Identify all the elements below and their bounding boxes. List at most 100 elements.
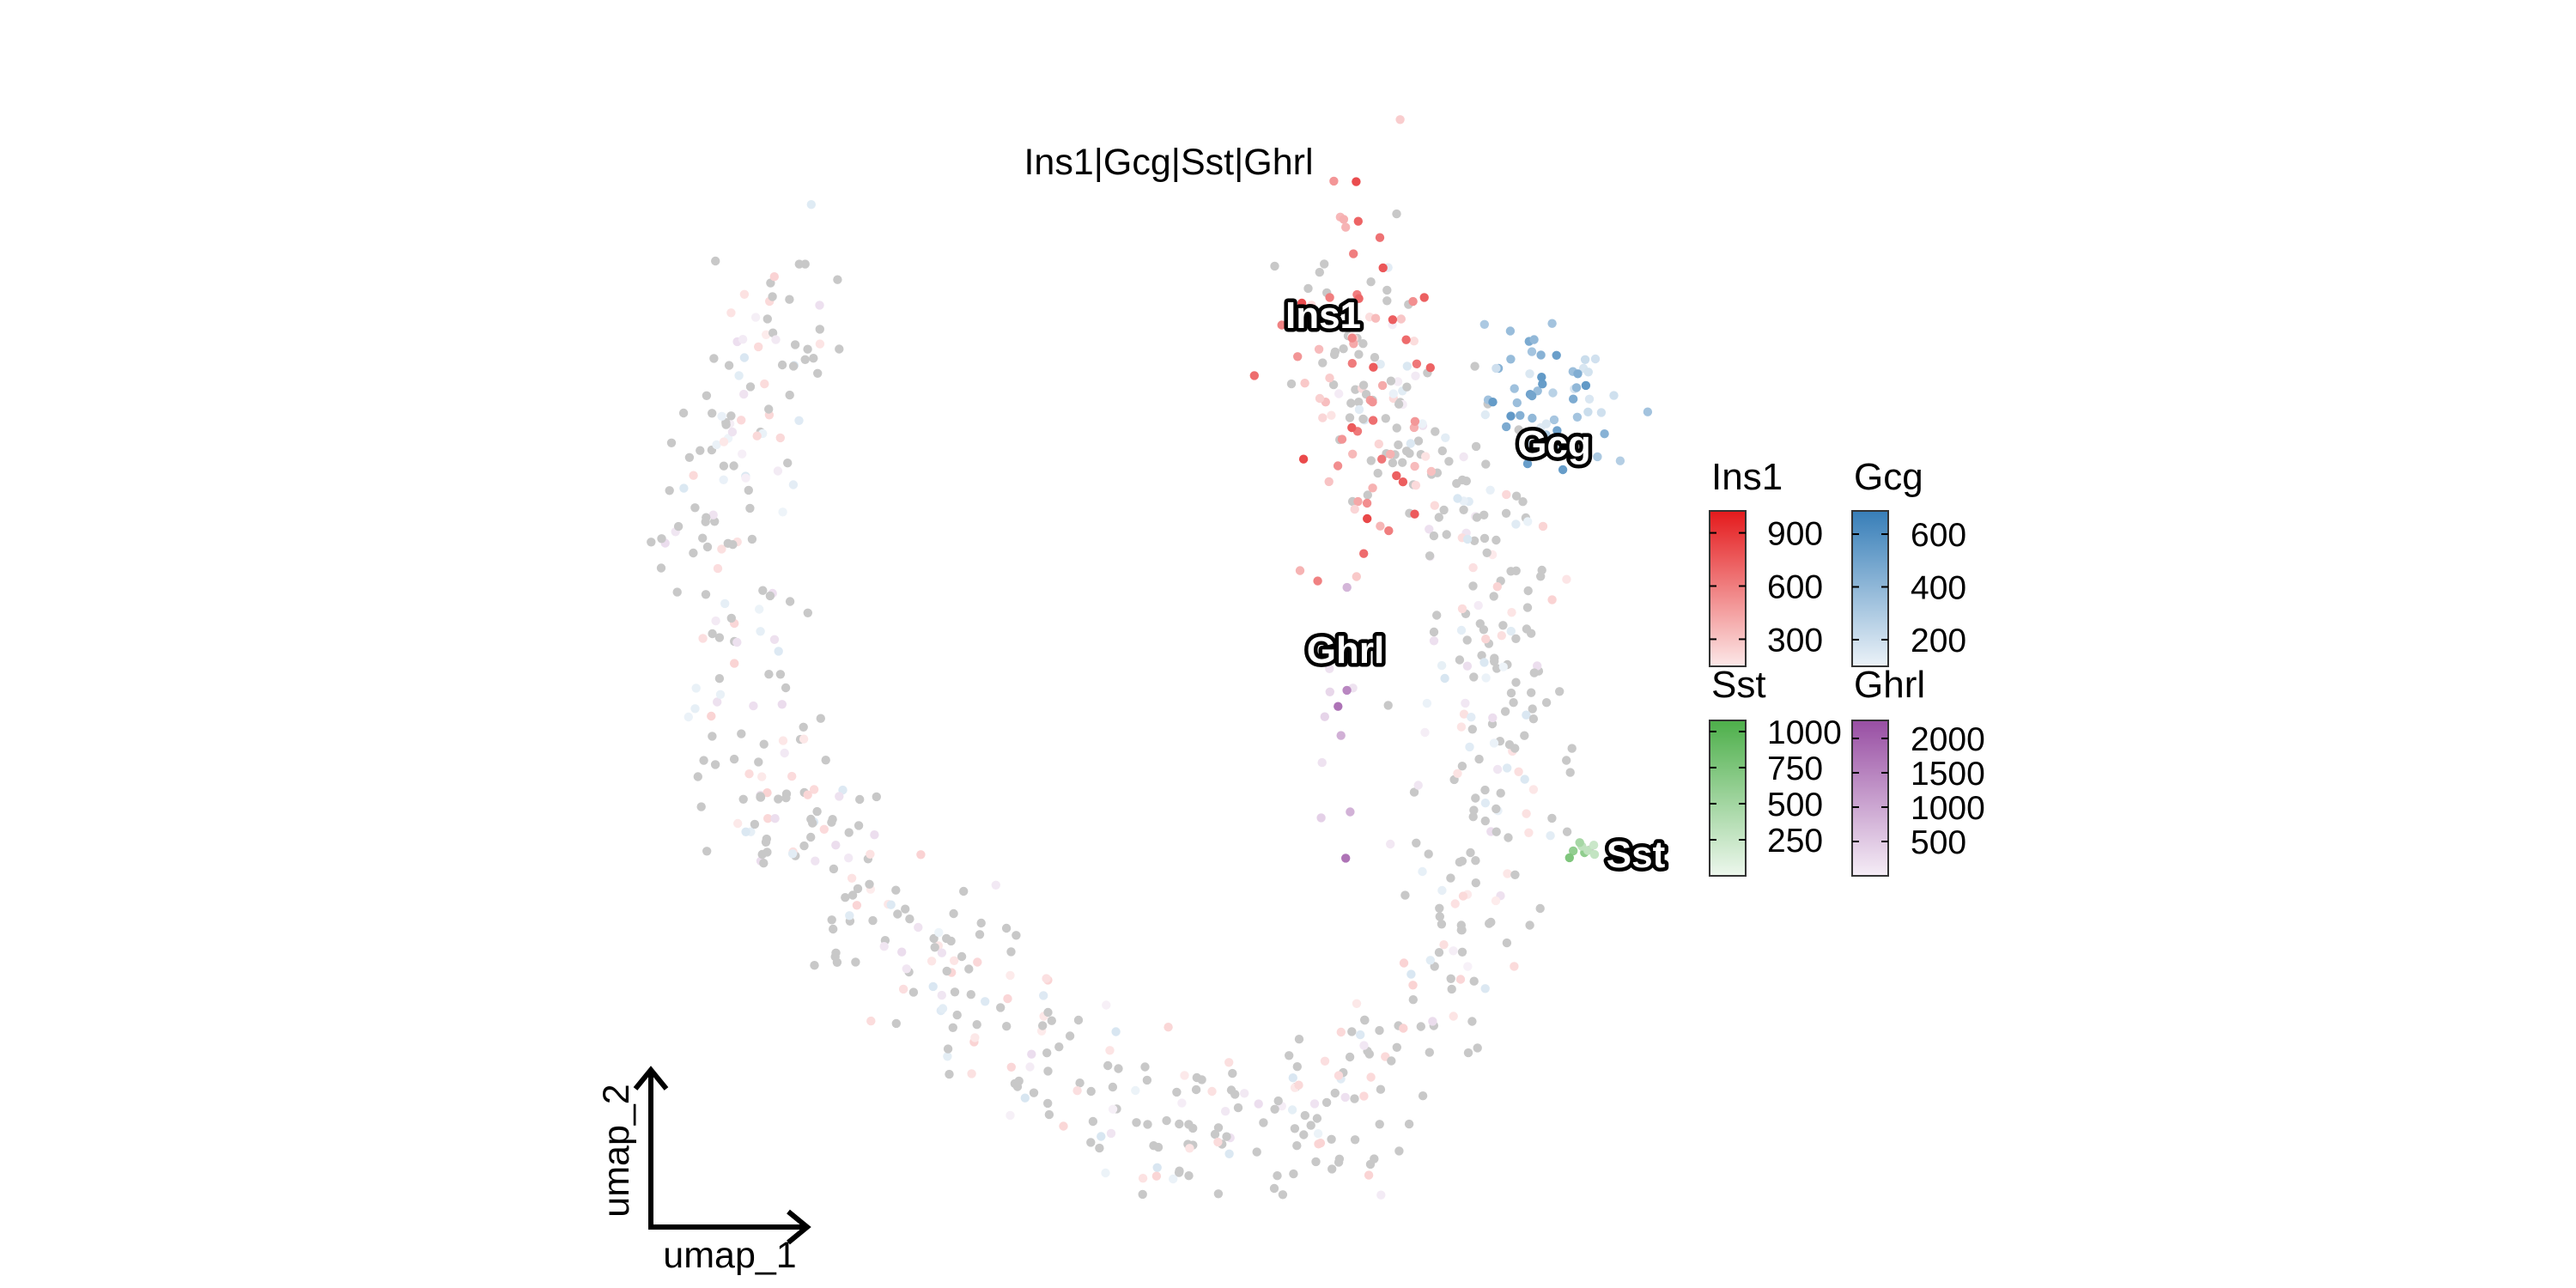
cell-point <box>945 1069 954 1079</box>
cell-point <box>1029 1088 1039 1097</box>
cell-point <box>1416 1022 1426 1031</box>
cell-point <box>744 769 754 779</box>
cell-point-ins1 <box>1346 300 1355 309</box>
cell-point <box>744 485 753 495</box>
cell-point <box>914 922 923 933</box>
cell-point <box>1429 627 1439 637</box>
cell-point <box>934 927 944 938</box>
cell-point <box>1386 839 1395 849</box>
cell-point <box>785 390 794 400</box>
cell-point <box>966 990 976 999</box>
cell-point <box>1356 1030 1365 1040</box>
cell-point <box>1536 572 1546 581</box>
cell-point <box>1095 1143 1104 1153</box>
cell-point <box>1528 785 1539 794</box>
cell-point-ins1 <box>1368 416 1378 425</box>
cell-point <box>1287 1105 1297 1115</box>
cell-point <box>844 854 854 863</box>
cell-point <box>1425 525 1434 534</box>
cell-point <box>928 981 938 992</box>
cell-point-ins1 <box>1293 352 1303 361</box>
cell-point <box>1184 1171 1194 1181</box>
cell-point <box>1327 1134 1336 1145</box>
cell-point-gcg <box>1596 408 1607 417</box>
cell-point <box>1345 413 1355 422</box>
cell-point <box>806 832 816 842</box>
cell-point <box>809 785 819 794</box>
cell-point <box>719 461 729 471</box>
cell-point-gcg <box>1571 383 1582 392</box>
cell-point <box>1428 1017 1437 1026</box>
umap2-arrowhead-icon <box>633 1066 669 1091</box>
cell-point <box>1388 458 1398 468</box>
cell-point <box>1473 1043 1482 1053</box>
cell-point <box>803 608 812 617</box>
cell-point <box>1294 1035 1304 1044</box>
cell-point <box>833 275 842 284</box>
cell-point-ghrl <box>1336 731 1346 740</box>
cell-point <box>690 704 700 714</box>
cell-point <box>1511 677 1521 687</box>
cell-point <box>1043 1007 1053 1018</box>
cell-point <box>815 301 824 310</box>
cell-point <box>1273 1171 1282 1181</box>
cell-point <box>855 794 865 805</box>
cell-point <box>1111 1027 1121 1036</box>
cell-point <box>1528 714 1539 724</box>
cell-point <box>943 1044 953 1054</box>
cell-point <box>847 873 857 883</box>
cell-point <box>1351 385 1360 394</box>
cell-point-gcg <box>1528 413 1537 423</box>
cell-point <box>927 957 937 966</box>
cell-point-ins1 <box>1325 374 1334 383</box>
cell-point <box>763 814 773 823</box>
cell-point-ins1 <box>1297 298 1307 308</box>
cell-point <box>830 952 840 962</box>
cell-point-ins1 <box>1388 315 1398 325</box>
cell-point <box>765 591 775 601</box>
cell-point <box>1222 1132 1231 1141</box>
cell-point <box>1440 673 1449 683</box>
cell-point <box>719 437 729 447</box>
cell-point <box>942 933 951 944</box>
cell-point <box>848 890 858 900</box>
cell-point-ins1 <box>1353 216 1364 226</box>
cell-point <box>891 885 901 895</box>
cell-point <box>1471 856 1480 866</box>
cell-point <box>950 956 959 966</box>
cell-point <box>775 433 785 443</box>
cell-point <box>708 510 718 519</box>
cell-point <box>739 389 749 399</box>
cell-point <box>800 355 810 364</box>
cell-point <box>1452 478 1461 489</box>
cell-point <box>781 683 791 693</box>
cell-point-gcg <box>1527 347 1537 356</box>
cell-point <box>1518 497 1528 507</box>
cell-point <box>1382 296 1392 306</box>
cell-point <box>1527 688 1536 697</box>
cell-point <box>1422 698 1432 708</box>
cell-point-ghrl <box>1325 664 1334 673</box>
cell-point <box>821 756 830 765</box>
cell-point <box>930 943 939 952</box>
cell-point-gcg <box>1552 426 1562 435</box>
cell-point <box>829 924 838 934</box>
cell-point <box>1501 508 1511 518</box>
cell-point <box>710 760 720 769</box>
cell-point <box>774 794 783 804</box>
cell-point <box>1185 1144 1194 1153</box>
cell-point <box>689 548 698 558</box>
cell-point-gcg <box>1506 411 1516 421</box>
cell-point <box>727 427 738 437</box>
cell-point <box>1151 1171 1162 1181</box>
cell-point <box>844 828 854 837</box>
cell-point <box>1500 707 1510 716</box>
cell-point <box>1408 995 1419 1005</box>
cell-point <box>1481 635 1491 644</box>
cell-point <box>1172 1087 1182 1097</box>
colorbar-sst <box>1709 720 1747 877</box>
cell-point <box>696 802 706 811</box>
cell-point <box>1180 1071 1189 1080</box>
cell-point <box>829 864 839 874</box>
cell-point <box>745 382 756 392</box>
